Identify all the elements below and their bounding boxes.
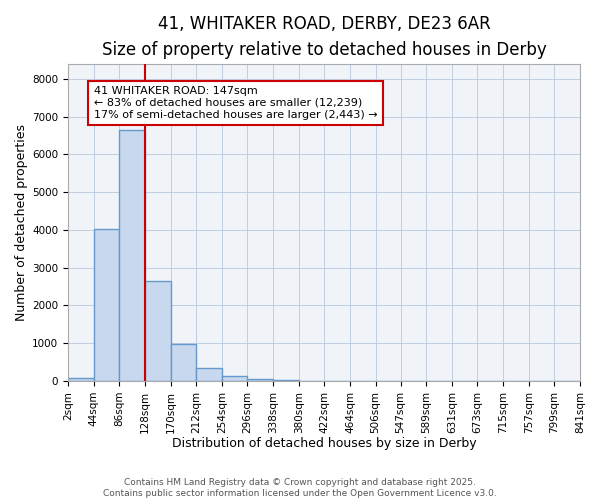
Bar [145,281,170,381]
Text: 41 WHITAKER ROAD: 147sqm
← 83% of detached houses are smaller (12,239)
17% of se: 41 WHITAKER ROAD: 147sqm ← 83% of detach… [94,86,377,120]
Text: Contains HM Land Registry data © Crown copyright and database right 2025.
Contai: Contains HM Land Registry data © Crown c… [103,478,497,498]
Bar [273,380,299,381]
Bar [222,376,247,381]
Bar [94,229,119,381]
Bar [196,368,222,381]
Y-axis label: Number of detached properties: Number of detached properties [15,124,28,321]
X-axis label: Distribution of detached houses by size in Derby: Distribution of detached houses by size … [172,437,476,450]
Title: 41, WHITAKER ROAD, DERBY, DE23 6AR
Size of property relative to detached houses : 41, WHITAKER ROAD, DERBY, DE23 6AR Size … [101,15,547,60]
Bar [68,378,94,381]
Bar [119,130,145,381]
Bar [170,344,196,381]
Bar [247,379,273,381]
